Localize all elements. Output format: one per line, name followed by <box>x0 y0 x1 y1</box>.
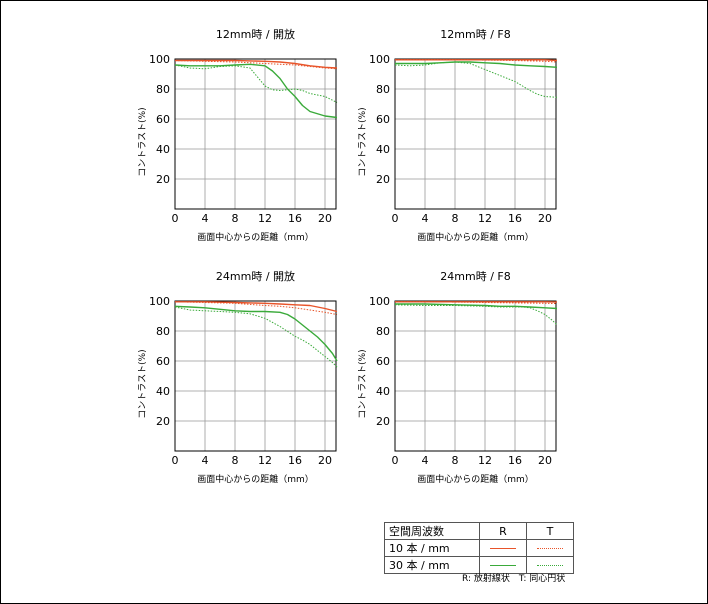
y-tick-label: 40 <box>156 385 170 398</box>
y-axis-label: コントラスト(%) <box>357 107 368 176</box>
legend-30-r-swatch <box>490 564 516 566</box>
x-axis-label: 画面中心からの距離（mm） <box>197 473 314 485</box>
x-tick-label: 12 <box>478 212 492 225</box>
x-tick-label: 20 <box>318 454 332 467</box>
x-tick-label: 20 <box>318 212 332 225</box>
series-line-30-t <box>394 61 558 98</box>
x-tick-label: 12 <box>478 454 492 467</box>
series-line-10-t <box>395 59 558 63</box>
legend-10-t-swatch <box>537 547 563 549</box>
legend-30-t-swatch <box>537 564 563 566</box>
x-tick-label: 16 <box>508 212 522 225</box>
y-tick-label: 40 <box>156 143 170 156</box>
y-tick-label: 60 <box>156 113 170 126</box>
series-line-10-r <box>175 301 338 313</box>
x-tick-label: 20 <box>538 212 552 225</box>
x-tick-label: 8 <box>452 212 459 225</box>
x-tick-label: 8 <box>452 454 459 467</box>
series-line-30-t <box>394 304 558 326</box>
x-tick-label: 0 <box>392 454 399 467</box>
legend-row-30: 30 本 / mm <box>384 556 574 574</box>
series-line-30-r <box>395 61 558 68</box>
x-tick-label: 0 <box>172 454 179 467</box>
plot-frame <box>394 58 557 210</box>
y-axis-label: コントラスト(%) <box>137 349 148 418</box>
legend-row-10-label: 10 本 / mm <box>384 539 480 557</box>
plot-frame <box>174 58 337 210</box>
y-tick-label: 20 <box>376 415 390 428</box>
y-tick-label: 60 <box>376 355 390 368</box>
x-tick-label: 16 <box>508 454 522 467</box>
series-line-10-t <box>395 301 558 305</box>
series-line-30-t <box>174 64 338 103</box>
legend-10-r-swatch <box>490 547 516 549</box>
x-tick-label: 4 <box>202 212 209 225</box>
y-tick-label: 40 <box>376 385 390 398</box>
chart-title: 24mm時 / 開放 <box>216 269 295 283</box>
x-tick-label: 4 <box>422 212 429 225</box>
series-line-30-r <box>174 305 338 362</box>
series-line-30-t <box>174 306 338 368</box>
y-axis-label: コントラスト(%) <box>137 107 148 176</box>
y-axis-label: コントラスト(%) <box>357 349 368 418</box>
chart-title: 12mm時 / F8 <box>440 28 510 41</box>
x-tick-label: 8 <box>232 454 239 467</box>
series-line-30-r <box>395 303 558 310</box>
series-line-10-t <box>174 301 338 315</box>
y-tick-label: 20 <box>156 173 170 186</box>
y-tick-label: 20 <box>156 415 170 428</box>
plot-frame <box>174 300 337 452</box>
y-tick-label: 80 <box>376 83 390 96</box>
x-tick-label: 4 <box>202 454 209 467</box>
series-line-10-t <box>174 60 338 70</box>
legend-header-row: 空間周波数 R T <box>384 522 574 540</box>
x-axis-label: 画面中心からの距離（mm） <box>417 473 534 485</box>
legend-col-t: T <box>526 522 574 540</box>
legend-row-10: 10 本 / mm <box>384 539 574 557</box>
y-tick-label: 100 <box>369 295 390 308</box>
x-tick-label: 12 <box>258 212 272 225</box>
y-tick-label: 60 <box>376 113 390 126</box>
x-tick-label: 12 <box>258 454 272 467</box>
y-tick-label: 80 <box>156 325 170 338</box>
x-tick-label: 16 <box>288 212 302 225</box>
x-tick-label: 4 <box>422 454 429 467</box>
y-tick-label: 40 <box>376 143 390 156</box>
y-tick-label: 100 <box>369 53 390 66</box>
legend-col-r: R <box>479 522 527 540</box>
legend-header: 空間周波数 <box>384 522 480 540</box>
plot-frame <box>394 300 557 452</box>
y-tick-label: 60 <box>156 355 170 368</box>
x-axis-label: 画面中心からの距離（mm） <box>417 231 534 243</box>
y-tick-label: 80 <box>156 83 170 96</box>
x-tick-label: 20 <box>538 454 552 467</box>
x-axis-label: 画面中心からの距離（mm） <box>197 231 314 243</box>
legend-row-30-label: 30 本 / mm <box>384 556 480 574</box>
y-tick-label: 100 <box>149 53 170 66</box>
x-tick-label: 8 <box>232 212 239 225</box>
chart-title: 24mm時 / F8 <box>440 270 510 283</box>
x-tick-label: 0 <box>392 212 399 225</box>
legend-note: R: 放射線状 T: 同心円状 <box>462 574 566 584</box>
y-tick-label: 20 <box>376 173 390 186</box>
series-line-30-r <box>174 63 338 119</box>
y-tick-label: 100 <box>149 295 170 308</box>
y-tick-label: 80 <box>376 325 390 338</box>
chart-title: 12mm時 / 開放 <box>216 27 295 41</box>
series-line-10-r <box>175 59 338 69</box>
legend-table: 空間周波数 R T 10 本 / mm 30 本 / mm <box>384 522 574 574</box>
x-tick-label: 0 <box>172 212 179 225</box>
x-tick-label: 16 <box>288 454 302 467</box>
